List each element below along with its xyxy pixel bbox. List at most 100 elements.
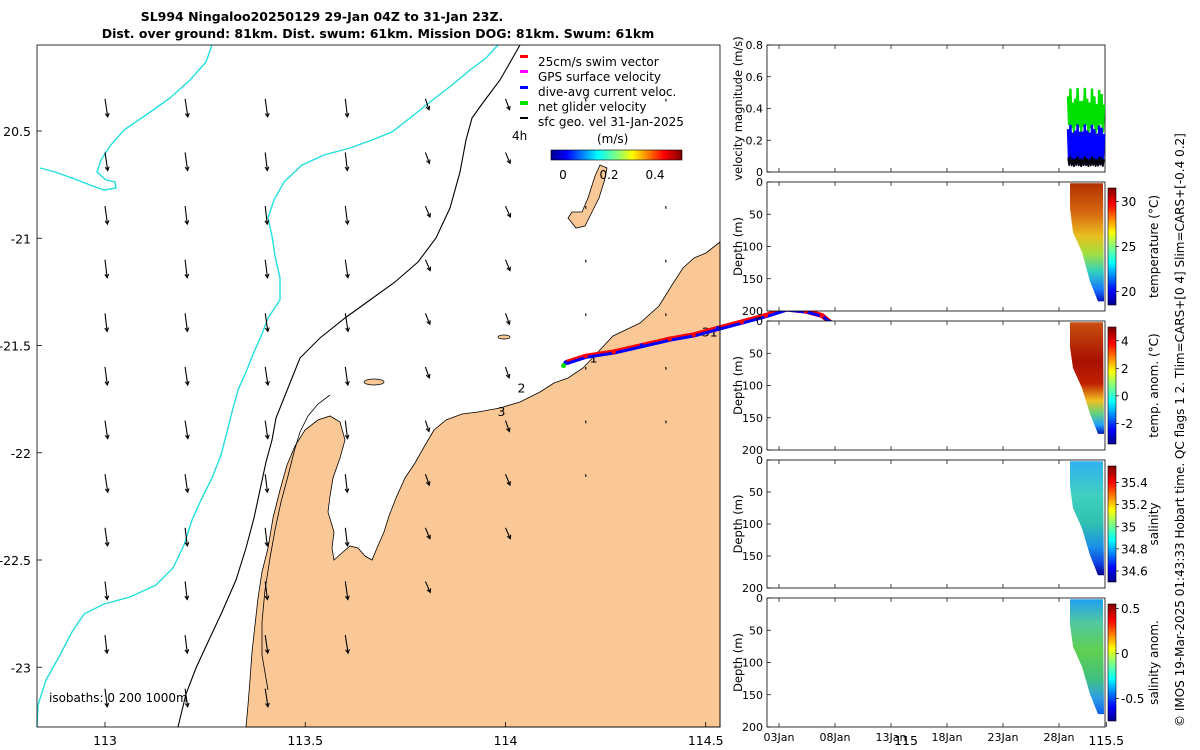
current-vector-field <box>104 98 667 708</box>
map-island <box>363 378 385 386</box>
panel-y-tick-label: 0.8 <box>746 39 764 52</box>
current-vector-head <box>505 373 511 379</box>
panel-y-tick-label: 0.2 <box>746 134 764 147</box>
current-vector-head <box>345 381 350 387</box>
panel-y-tick-label: 200 <box>742 721 763 734</box>
map-y-tick-label: -21.5 <box>0 339 31 354</box>
current-vector-head <box>344 220 350 226</box>
map-y-tick-label: -23 <box>11 660 31 675</box>
panel-y-tick-label: 50 <box>749 208 763 221</box>
figure-title-line1: SL994 Ningaloo20250129 29-Jan 04Z to 31-… <box>141 9 504 24</box>
panel-y-tick-label: 150 <box>742 273 763 286</box>
current-vector-head <box>506 320 511 326</box>
current-vector <box>184 420 189 439</box>
panel-y-tick-label: 0.6 <box>746 71 764 84</box>
current-vector <box>184 98 189 117</box>
panel-y-tick-label: 50 <box>749 486 763 499</box>
panel-y-tick-label: 150 <box>742 689 763 702</box>
current-vector <box>344 366 349 386</box>
current-vector <box>264 474 268 493</box>
current-vector <box>344 206 349 225</box>
map-y-tick-label: -21 <box>11 231 31 246</box>
colorbar-tick-label: 0 <box>1121 647 1129 661</box>
current-vector-head <box>344 112 350 118</box>
current-vector <box>104 635 108 654</box>
current-vector-head <box>264 595 270 601</box>
current-vector <box>264 206 268 225</box>
current-vector-head <box>104 220 110 226</box>
panel-y-tick-label: 200 <box>742 444 763 457</box>
current-vector-head <box>184 166 190 172</box>
figure-title-line2: Dist. over ground: 81km. Dist. swum: 61k… <box>102 26 655 41</box>
panel-y-tick-label: 50 <box>749 347 763 360</box>
panel-y-tick-label: 0 <box>756 176 763 189</box>
current-vector <box>344 152 348 171</box>
current-vector <box>184 152 189 171</box>
track-point <box>763 313 769 318</box>
map-y-tick-label: 20.5 <box>3 124 31 139</box>
current-vector-head <box>104 649 110 655</box>
current-vector-head <box>506 159 512 165</box>
legend-swim-vector: 25cm/s swim vector <box>538 55 659 69</box>
current-vector-head <box>104 381 110 387</box>
profile-section <box>1070 461 1104 576</box>
panel-y-label: Depth (m) <box>731 633 745 692</box>
current-vector-head <box>345 327 350 333</box>
current-vector <box>424 581 431 593</box>
current-vector <box>424 98 430 110</box>
colorbar-label: temp. anom. (°C) <box>1147 333 1161 437</box>
current-vector-head <box>426 212 431 219</box>
current-vector-head <box>104 273 110 279</box>
current-vector <box>424 366 430 379</box>
colorbar-tick: 0 <box>559 168 567 182</box>
panel-x-tick-label: 08Jan <box>820 731 851 744</box>
current-vector <box>104 581 108 600</box>
colorbar-unit-label: (m/s) <box>597 132 628 146</box>
current-vector-head <box>264 327 270 333</box>
current-vector <box>104 152 109 171</box>
current-vector-head <box>506 266 511 272</box>
track-point <box>639 343 644 348</box>
current-vector <box>504 205 511 218</box>
track-point <box>667 336 672 342</box>
panel-x-tick-label: 13Jan <box>876 731 907 744</box>
track-point <box>583 354 588 359</box>
current-vector <box>424 313 431 325</box>
panel-colorbar <box>1107 603 1117 722</box>
current-vector-head <box>264 166 270 172</box>
panel-frame <box>766 597 1106 728</box>
current-vector-head <box>184 649 190 655</box>
map-legend: 25cm/s swim vector GPS surface velocity … <box>512 55 684 182</box>
current-vector-head <box>344 166 350 172</box>
track-point <box>739 319 744 325</box>
current-vector-head <box>426 159 431 165</box>
current-vector-head <box>425 427 431 433</box>
current-vector <box>104 259 108 278</box>
map-land-barrow-island <box>567 164 608 229</box>
current-vector-head <box>506 105 511 111</box>
current-vector-head <box>104 702 110 708</box>
panel-y-label: Depth (m) <box>731 356 745 415</box>
panel-x-tick-label: 28Jan <box>1044 731 1075 744</box>
current-vector <box>104 206 108 225</box>
current-vector-head <box>264 541 270 547</box>
panel-y-tick-label: 200 <box>742 582 763 595</box>
current-vector-head <box>425 373 431 379</box>
colorbar-tick: 0.4 <box>645 168 664 182</box>
map-x-tick-label: 113.5 <box>287 733 323 748</box>
map-land-mainland <box>245 241 721 728</box>
legend-swatch-net <box>520 101 528 105</box>
map-y-tick-label: -22 <box>11 446 31 461</box>
colorbar-tick-label: -0.5 <box>1121 692 1144 706</box>
current-vector <box>424 527 431 539</box>
current-vector <box>424 474 430 486</box>
current-vector-head <box>426 534 431 540</box>
current-vector <box>184 527 188 546</box>
current-vector-head <box>426 320 431 326</box>
current-vector <box>264 313 269 332</box>
current-vector <box>264 366 269 386</box>
current-vector-head <box>264 112 270 118</box>
